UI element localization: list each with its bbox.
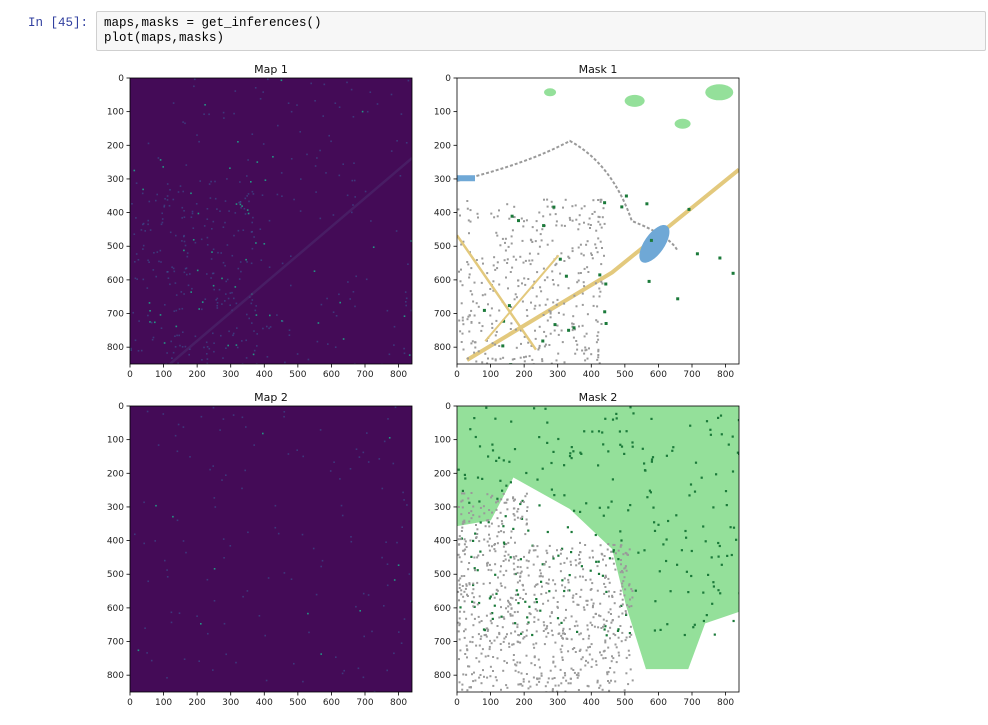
subplot-2: Mask 1 0 100 200 300 400 500 600 700 800 0 100 200 30… (434, 63, 740, 380)
y-tick-label: 500 (107, 570, 124, 580)
x-tick-label: 500 (616, 370, 633, 380)
y-tick-label: 800 (107, 671, 124, 681)
cell-output: Map 1 0 100 200 300 400 500 600 700 800 0 100 200 300… (96, 58, 988, 725)
y-tick-label: 400 (107, 537, 124, 547)
axes-frame (456, 77, 740, 365)
x-tick-label: 0 (454, 370, 460, 380)
x-tick-label: 200 (189, 370, 206, 380)
y-tick-label: 800 (107, 343, 124, 353)
x-tick-label: 400 (256, 370, 273, 380)
x-tick-label: 200 (516, 370, 533, 380)
y-tick-label: 600 (107, 604, 124, 614)
y-tick-label: 0 (445, 402, 451, 412)
subplot-title: Map 2 (254, 391, 288, 404)
x-tick-label: 500 (289, 698, 306, 708)
y-tick-label: 200 (434, 141, 451, 151)
y-tick-label: 600 (434, 276, 451, 286)
y-tick-label: 300 (434, 503, 451, 513)
y-tick-label: 100 (107, 108, 124, 118)
y-tick-label: 300 (107, 503, 124, 513)
x-tick-label: 700 (683, 370, 700, 380)
x-tick-label: 700 (683, 698, 700, 708)
x-tick-label: 100 (155, 370, 172, 380)
code-line[interactable]: plot(maps,masks) (104, 31, 225, 45)
y-tick-label: 100 (434, 436, 451, 446)
y-tick-label: 200 (434, 469, 451, 479)
subplot-title: Mask 2 (579, 391, 618, 404)
x-tick-label: 0 (454, 698, 460, 708)
y-tick-label: 100 (434, 108, 451, 118)
output-figure: Map 1 0 100 200 300 400 500 600 700 800 0 100 200 300… (107, 63, 740, 708)
x-tick-label: 200 (516, 698, 533, 708)
y-tick-label: 800 (434, 671, 451, 681)
axes-frame (129, 405, 413, 693)
axes-frame (456, 405, 740, 693)
input-prompt: In [45]: (28, 16, 89, 30)
subplot-title: Map 1 (254, 63, 288, 76)
y-tick-label: 600 (434, 604, 451, 614)
y-tick-label: 200 (107, 141, 124, 151)
x-tick-label: 300 (549, 698, 566, 708)
x-tick-label: 100 (482, 698, 499, 708)
code-line[interactable]: maps,masks = get_inferences() (104, 16, 322, 30)
heatmap-image (130, 78, 412, 364)
subplot-3: Map 2 0 100 200 300 400 500 600 700 800 0 100 200 300… (107, 391, 413, 708)
x-tick-label: 600 (650, 370, 667, 380)
x-tick-label: 500 (616, 698, 633, 708)
y-tick-label: 700 (434, 310, 451, 320)
y-tick-label: 800 (434, 343, 451, 353)
x-tick-label: 800 (390, 698, 407, 708)
x-tick-label: 400 (583, 370, 600, 380)
y-tick-label: 400 (107, 209, 124, 219)
x-tick-label: 800 (717, 370, 734, 380)
x-tick-label: 800 (390, 370, 407, 380)
y-tick-label: 500 (434, 570, 451, 580)
x-tick-label: 500 (289, 370, 306, 380)
subplot-1: Map 1 0 100 200 300 400 500 600 700 800 0 100 200 300… (107, 63, 413, 380)
x-tick-label: 400 (583, 698, 600, 708)
y-tick-label: 700 (434, 638, 451, 648)
y-tick-label: 700 (107, 310, 124, 320)
x-tick-label: 0 (127, 698, 133, 708)
x-tick-label: 200 (189, 698, 206, 708)
y-tick-label: 500 (434, 242, 451, 252)
y-tick-label: 300 (107, 175, 124, 185)
subplot-4: Mask 2 0 100 200 300 400 500 600 700 800 0 100 200 30… (434, 391, 740, 708)
y-tick-label: 400 (434, 209, 451, 219)
x-tick-label: 800 (717, 698, 734, 708)
x-tick-label: 600 (650, 698, 667, 708)
x-tick-label: 300 (222, 370, 239, 380)
axes-frame (129, 77, 413, 365)
subplot-title: Mask 1 (579, 63, 618, 76)
y-tick-label: 0 (445, 74, 451, 84)
x-tick-label: 600 (323, 370, 340, 380)
heatmap-image (130, 406, 412, 692)
y-tick-label: 300 (434, 175, 451, 185)
mask-image (457, 406, 739, 692)
x-tick-label: 700 (356, 698, 373, 708)
x-tick-label: 100 (155, 698, 172, 708)
x-tick-label: 100 (482, 370, 499, 380)
x-tick-label: 700 (356, 370, 373, 380)
code-input-area[interactable]: maps,masks = get_inferences() plot(maps,… (96, 11, 986, 51)
y-tick-label: 200 (107, 469, 124, 479)
y-tick-label: 500 (107, 242, 124, 252)
mask-image (457, 78, 739, 364)
y-tick-label: 700 (107, 638, 124, 648)
x-tick-label: 300 (549, 370, 566, 380)
x-tick-label: 400 (256, 698, 273, 708)
y-tick-label: 0 (118, 402, 124, 412)
x-tick-label: 600 (323, 698, 340, 708)
y-tick-label: 400 (434, 537, 451, 547)
y-tick-label: 0 (118, 74, 124, 84)
y-tick-label: 100 (107, 436, 124, 446)
x-tick-label: 0 (127, 370, 133, 380)
x-tick-label: 300 (222, 698, 239, 708)
y-tick-label: 600 (107, 276, 124, 286)
